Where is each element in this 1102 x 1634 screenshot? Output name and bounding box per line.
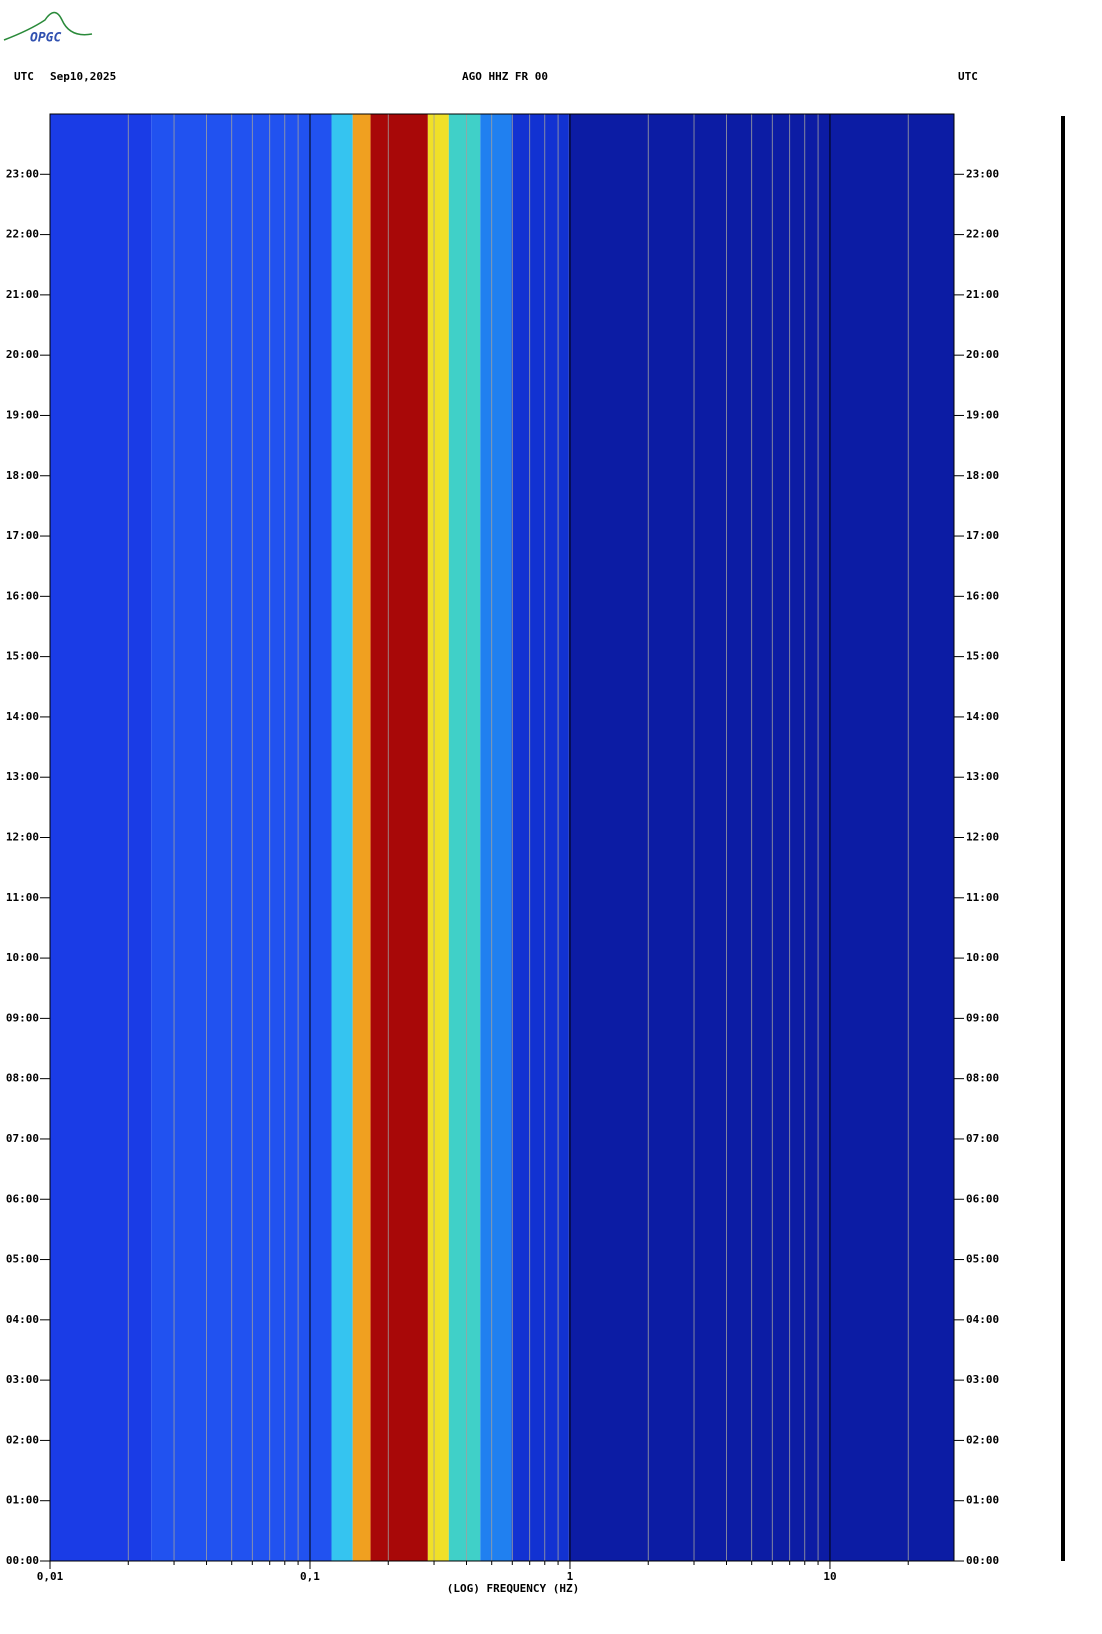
spectrum-band	[568, 114, 954, 1561]
y-tick-label-left: 07:00	[6, 1132, 39, 1145]
y-tick-label-left: 14:00	[6, 710, 39, 723]
spectrum-band	[480, 114, 512, 1561]
y-tick-label-left: 05:00	[6, 1253, 39, 1266]
y-tick-label-right: 19:00	[966, 408, 999, 421]
y-tick-label-right: 13:00	[966, 770, 999, 783]
y-tick-label-right: 23:00	[966, 167, 999, 180]
spectrum-band	[427, 114, 449, 1561]
y-tick-label-right: 09:00	[966, 1011, 999, 1024]
y-tick-label-left: 23:00	[6, 167, 39, 180]
y-tick-label-left: 21:00	[6, 288, 39, 301]
y-tick-label-left: 09:00	[6, 1011, 39, 1024]
y-tick-label-right: 16:00	[966, 589, 999, 602]
y-tick-label-right: 17:00	[966, 529, 999, 542]
chart-title: AGO HHZ FR 00	[462, 70, 548, 83]
y-tick-label-right: 08:00	[966, 1072, 999, 1085]
y-tick-label-left: 01:00	[6, 1494, 39, 1507]
x-tick-label: 10	[823, 1570, 836, 1583]
y-tick-label-left: 10:00	[6, 951, 39, 964]
y-tick-label-right: 21:00	[966, 288, 999, 301]
y-tick-label-right: 06:00	[966, 1192, 999, 1205]
y-tick-label-left: 22:00	[6, 228, 39, 241]
spectrum-band	[370, 114, 428, 1561]
spectrum-band	[511, 114, 569, 1561]
y-tick-label-left: 20:00	[6, 348, 39, 361]
logo-curve	[3, 11, 93, 41]
y-tick-label-left: 02:00	[6, 1433, 39, 1446]
time-zone-right: UTC	[958, 70, 978, 83]
date: Sep10,2025	[50, 70, 116, 83]
y-tick-label-right: 10:00	[966, 951, 999, 964]
x-tick-label: 1	[567, 1570, 574, 1583]
y-tick-label-left: 11:00	[6, 891, 39, 904]
x-axis-label: (LOG) FREQUENCY (HZ)	[447, 1582, 579, 1595]
y-tick-label-left: 19:00	[6, 408, 39, 421]
y-tick-label-right: 11:00	[966, 891, 999, 904]
x-tick-label: 0,01	[37, 1570, 64, 1583]
y-tick-label-right: 20:00	[966, 348, 999, 361]
logo-text: OPGC	[30, 31, 61, 46]
spectrum-band	[352, 114, 371, 1561]
y-tick-label-right: 00:00	[966, 1554, 999, 1567]
spectrum-band	[151, 114, 332, 1561]
y-tick-label-right: 15:00	[966, 650, 999, 663]
spectrum-band	[50, 114, 152, 1561]
time-zone: UTC	[14, 70, 34, 83]
y-tick-label-right: 03:00	[966, 1373, 999, 1386]
y-tick-label-left: 12:00	[6, 831, 39, 844]
y-tick-label-right: 05:00	[966, 1253, 999, 1266]
spectrum-band	[448, 114, 481, 1561]
y-tick-label-left: 04:00	[6, 1313, 39, 1326]
y-tick-label-right: 07:00	[966, 1132, 999, 1145]
y-tick-label-left: 13:00	[6, 770, 39, 783]
x-tick-label: 0,1	[300, 1570, 320, 1583]
y-tick-label-right: 04:00	[966, 1313, 999, 1326]
spectrum-band	[331, 114, 353, 1561]
y-tick-label-right: 12:00	[966, 831, 999, 844]
logo: OPGC	[3, 11, 93, 46]
y-tick-label-left: 16:00	[6, 589, 39, 602]
y-tick-label-left: 08:00	[6, 1072, 39, 1085]
y-tick-label-left: 18:00	[6, 469, 39, 482]
y-tick-label-right: 01:00	[966, 1494, 999, 1507]
y-tick-label-right: 14:00	[966, 710, 999, 723]
y-tick-label-right: 02:00	[966, 1433, 999, 1446]
y-tick-label-left: 03:00	[6, 1373, 39, 1386]
y-tick-label-right: 22:00	[966, 228, 999, 241]
y-tick-label-left: 17:00	[6, 529, 39, 542]
y-tick-label-left: 15:00	[6, 650, 39, 663]
plot-frame	[49, 113, 955, 1562]
y-tick-label-left: 06:00	[6, 1192, 39, 1205]
y-tick-label-left: 00:00	[6, 1554, 39, 1567]
y-tick-label-right: 18:00	[966, 469, 999, 482]
